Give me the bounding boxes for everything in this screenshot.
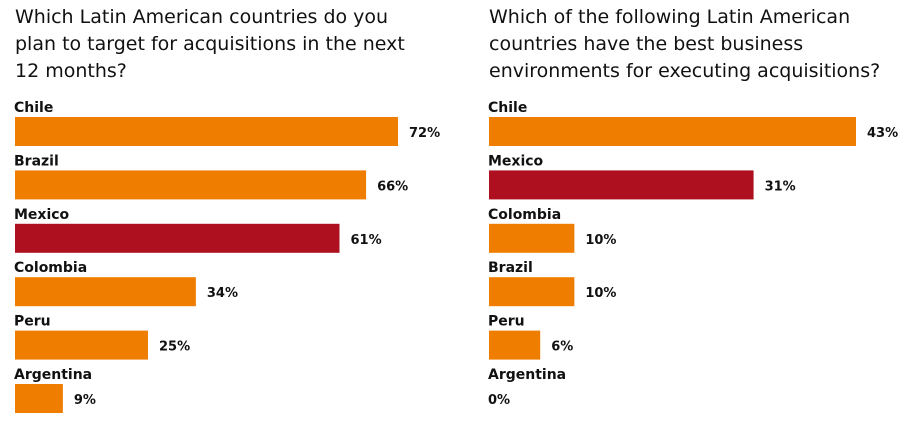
value-label: 10% — [585, 233, 616, 248]
category-label: Mexico — [488, 153, 544, 169]
category-label: Chile — [14, 100, 53, 116]
bar-mexico — [489, 170, 754, 200]
category-label: Chile — [488, 100, 527, 116]
value-label: 72% — [409, 126, 440, 141]
category-label: Brazil — [14, 153, 59, 169]
value-label: 6% — [551, 340, 573, 355]
category-label: Peru — [14, 314, 51, 330]
value-label: 0% — [488, 393, 510, 408]
bar-brazil — [15, 170, 367, 200]
category-label: Colombia — [14, 260, 87, 276]
bar-brazil — [489, 277, 575, 307]
value-label: 25% — [159, 340, 190, 355]
bar-peru — [15, 330, 148, 360]
bar-argentina — [15, 384, 63, 413]
bar-colombia — [15, 277, 196, 307]
bar-colombia — [489, 223, 575, 253]
value-label: 31% — [765, 179, 796, 194]
category-label: Argentina — [14, 367, 92, 383]
bar-mexico — [15, 223, 340, 253]
bar-chile — [15, 117, 398, 146]
category-label: Colombia — [488, 207, 561, 223]
bar-chile — [489, 117, 856, 146]
value-label: 9% — [74, 393, 96, 408]
bar-peru — [489, 330, 541, 360]
category-label: Argentina — [488, 367, 566, 383]
chart-title-left: Which Latin American countries do you pl… — [15, 6, 405, 82]
category-label: Mexico — [14, 207, 70, 223]
value-label: 66% — [377, 179, 408, 194]
value-label: 34% — [207, 286, 238, 301]
chart-title-right: Which of the following Latin American co… — [489, 6, 881, 82]
value-label: 61% — [350, 233, 381, 248]
value-label: 10% — [585, 286, 616, 301]
value-label: 43% — [867, 126, 898, 141]
category-label: Brazil — [488, 260, 533, 276]
category-label: Peru — [488, 314, 525, 330]
